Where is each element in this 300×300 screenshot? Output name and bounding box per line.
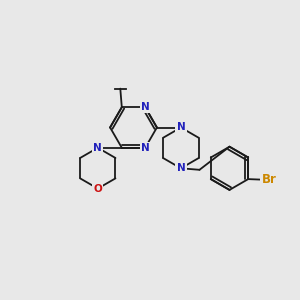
Text: O: O: [93, 184, 102, 194]
Text: N: N: [176, 163, 185, 173]
Text: N: N: [176, 122, 185, 133]
Text: N: N: [141, 143, 150, 153]
Text: N: N: [141, 102, 150, 112]
Text: Br: Br: [262, 173, 277, 186]
Text: N: N: [93, 143, 102, 153]
